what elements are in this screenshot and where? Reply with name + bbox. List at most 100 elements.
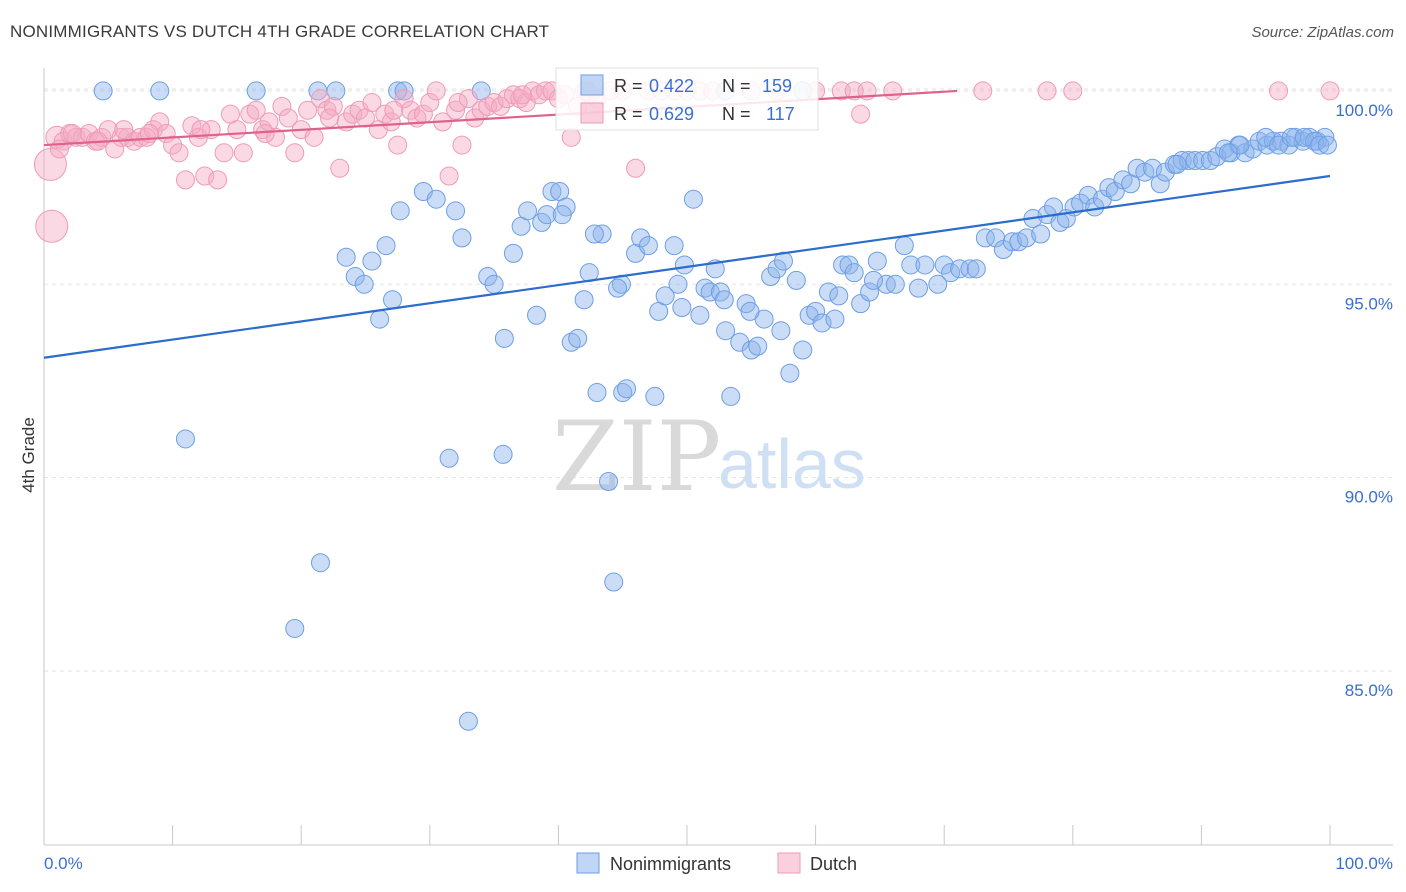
watermark-atlas: atlas xyxy=(718,425,866,503)
y-tick-label: 85.0% xyxy=(1345,681,1393,700)
stats-r-label-1: R = xyxy=(614,104,643,124)
point-nonimmigrants xyxy=(975,228,995,248)
point-nonimmigrants xyxy=(354,274,374,294)
point-nonimmigrants xyxy=(587,383,607,403)
x-tick-label-max: 100.0% xyxy=(1335,854,1393,873)
point-nonimmigrants xyxy=(552,205,572,225)
point-dutch xyxy=(388,135,408,155)
point-nonimmigrants xyxy=(376,236,396,256)
stats-r-value-1: 0.629 xyxy=(649,104,694,124)
point-nonimmigrants xyxy=(1279,135,1299,155)
point-nonimmigrants xyxy=(478,267,498,287)
point-nonimmigrants xyxy=(867,251,887,271)
point-nonimmigrants xyxy=(494,328,514,348)
point-dutch xyxy=(626,158,646,178)
point-nonimmigrants xyxy=(370,309,390,329)
point-nonimmigrants xyxy=(383,290,403,310)
point-nonimmigrants xyxy=(928,274,948,294)
point-dutch xyxy=(227,120,247,140)
source-label: Source: ZipAtlas.com xyxy=(1251,24,1394,41)
point-nonimmigrants xyxy=(844,263,864,283)
point-dutch xyxy=(208,170,228,190)
point-dutch xyxy=(35,209,69,243)
point-nonimmigrants xyxy=(1185,151,1205,171)
point-dutch xyxy=(246,100,266,120)
point-nonimmigrants xyxy=(336,247,356,267)
legend-swatch-dutch xyxy=(777,852,801,874)
point-nonimmigrants xyxy=(829,286,849,306)
point-dutch xyxy=(446,100,466,120)
point-nonimmigrants xyxy=(542,181,562,201)
watermark: ZIP atlas xyxy=(552,401,866,513)
point-nonimmigrants xyxy=(863,270,883,290)
point-nonimmigrants xyxy=(1150,174,1170,194)
point-nonimmigrants xyxy=(458,711,478,731)
point-dutch xyxy=(255,123,275,143)
point-nonimmigrants xyxy=(592,224,612,244)
point-nonimmigrants xyxy=(1305,131,1325,151)
point-nonimmigrants xyxy=(246,81,266,101)
point-nonimmigrants xyxy=(1193,151,1213,171)
point-nonimmigrants xyxy=(503,243,523,263)
point-nonimmigrants xyxy=(527,305,547,325)
point-nonimmigrants xyxy=(761,267,781,287)
point-nonimmigrants xyxy=(568,328,588,348)
point-dutch xyxy=(384,100,404,120)
point-dutch xyxy=(323,96,343,116)
stats-box: R = 0.422 N = 159 R = 0.629 N = 117 xyxy=(555,67,819,131)
point-dutch xyxy=(439,166,459,186)
point-nonimmigrants xyxy=(1143,158,1163,178)
x-tick-label-min: 0.0% xyxy=(44,854,83,873)
point-nonimmigrants xyxy=(93,81,113,101)
point-dutch xyxy=(973,81,993,101)
stats-n-label-1: N = xyxy=(722,104,751,124)
point-nonimmigrants xyxy=(714,290,734,310)
point-dutch xyxy=(233,143,253,163)
point-nonimmigrants xyxy=(1207,147,1227,167)
grid-lines xyxy=(44,88,1393,672)
point-nonimmigrants xyxy=(175,429,195,449)
point-dutch xyxy=(883,81,903,101)
point-nonimmigrants xyxy=(683,189,703,209)
point-nonimmigrants xyxy=(672,297,692,317)
point-nonimmigrants xyxy=(941,263,961,283)
point-nonimmigrants xyxy=(674,255,694,275)
point-nonimmigrants xyxy=(721,386,741,406)
trend-line-nonimmigrants xyxy=(43,174,1331,359)
point-dutch xyxy=(285,143,305,163)
point-dutch xyxy=(401,100,421,120)
point-dutch xyxy=(1063,81,1083,101)
point-nonimmigrants xyxy=(1294,127,1314,147)
point-dutch xyxy=(491,96,511,116)
point-dutch xyxy=(362,93,382,113)
point-dutch xyxy=(114,120,134,140)
point-nonimmigrants xyxy=(617,379,637,399)
stats-swatch-nonimmigrants xyxy=(580,74,604,96)
point-nonimmigrants xyxy=(285,618,305,638)
point-nonimmigrants xyxy=(1218,143,1238,163)
stats-r-label-0: R = xyxy=(614,76,643,96)
y-tick-label: 95.0% xyxy=(1345,294,1393,313)
point-nonimmigrants xyxy=(631,228,651,248)
point-nonimmigrants xyxy=(690,305,710,325)
point-dutch xyxy=(169,143,189,163)
y-axis-label: 4th Grade xyxy=(19,417,38,493)
point-nonimmigrants xyxy=(825,309,845,329)
point-nonimmigrants xyxy=(894,236,914,256)
point-nonimmigrants xyxy=(1243,139,1263,159)
point-dutch xyxy=(512,85,532,105)
point-nonimmigrants xyxy=(584,224,604,244)
axes xyxy=(43,68,1393,846)
y-tick-label: 100.0% xyxy=(1335,101,1393,120)
point-nonimmigrants xyxy=(310,553,330,573)
point-nonimmigrants xyxy=(833,255,853,275)
point-nonimmigrants xyxy=(885,274,905,294)
point-nonimmigrants xyxy=(388,81,408,101)
point-dutch xyxy=(191,120,211,140)
point-nonimmigrants xyxy=(574,290,594,310)
point-dutch xyxy=(49,139,69,159)
point-nonimmigrants xyxy=(452,228,472,248)
point-nonimmigrants xyxy=(915,255,935,275)
point-nonimmigrants xyxy=(740,301,760,321)
watermark-zip: ZIP xyxy=(552,401,721,513)
